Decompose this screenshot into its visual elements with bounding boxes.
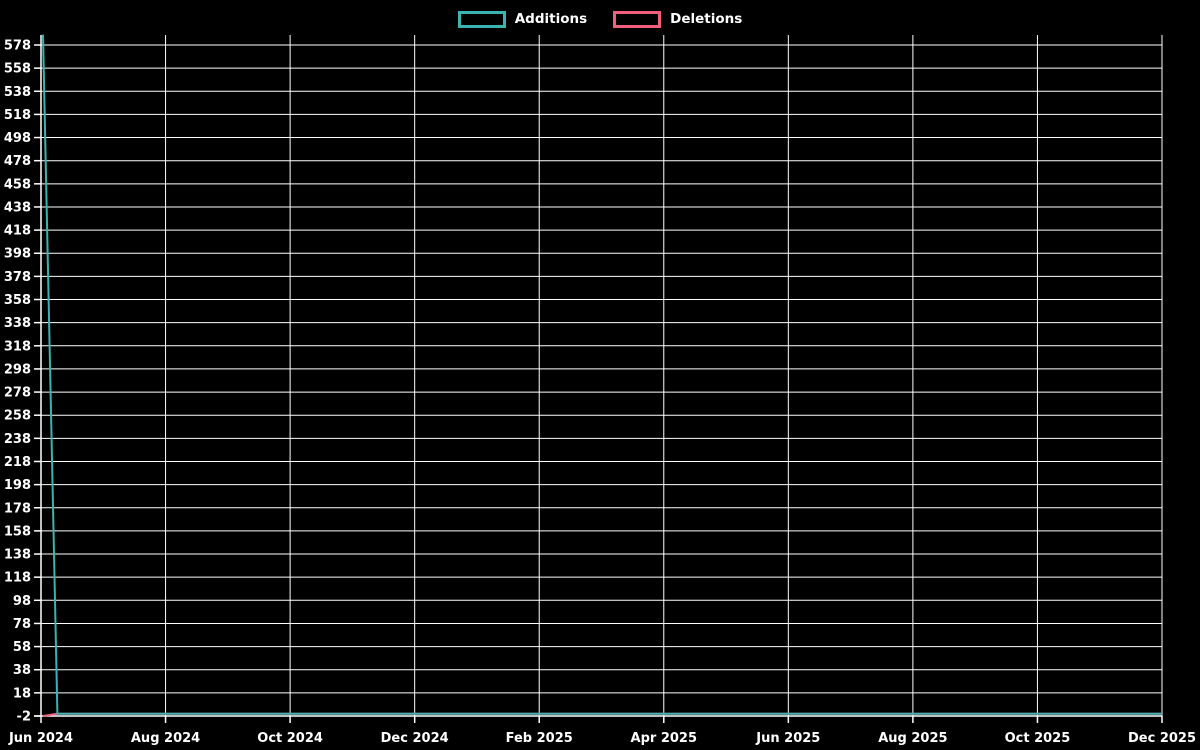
y-axis-label: 138	[4, 548, 31, 563]
x-axis-label: Jun 2024	[8, 731, 73, 746]
y-axis-label: 518	[4, 108, 31, 123]
y-axis-label: 538	[4, 85, 31, 100]
y-axis-label: 258	[4, 409, 31, 424]
legend-item-deletions[interactable]: Deletions	[613, 10, 743, 28]
y-axis-label: 198	[4, 478, 31, 493]
x-axis-label: Feb 2025	[506, 731, 573, 746]
y-axis-label: 158	[4, 524, 31, 539]
legend-item-additions[interactable]: Additions	[457, 10, 588, 28]
chart-legend: Additions Deletions	[0, 6, 1200, 32]
x-axis-label: Dec 2025	[1128, 731, 1196, 746]
y-axis-label: 438	[4, 200, 31, 215]
y-axis-label: 458	[4, 177, 31, 192]
y-axis-label: 298	[4, 362, 31, 377]
x-axis-label: Apr 2025	[631, 731, 698, 746]
y-axis-label: 278	[4, 386, 31, 401]
y-axis-label: 338	[4, 316, 31, 331]
deletions-swatch-icon	[613, 10, 662, 28]
x-axis-label: Dec 2024	[381, 731, 449, 746]
x-axis-label: Oct 2025	[1005, 731, 1071, 746]
y-axis-label: 358	[4, 293, 31, 308]
y-axis-label: 498	[4, 131, 31, 146]
y-axis-label: 478	[4, 154, 31, 169]
y-axis-label: 98	[13, 594, 31, 609]
x-axis-label: Aug 2025	[878, 731, 947, 746]
y-axis-label: 578	[4, 39, 31, 54]
y-axis-label: 118	[4, 571, 31, 586]
y-axis-label: 398	[4, 247, 31, 262]
y-axis-label: -2	[17, 710, 31, 725]
y-axis-label: 78	[13, 617, 31, 632]
x-axis-label: Jun 2025	[755, 731, 820, 746]
y-axis-label: 238	[4, 432, 31, 447]
y-axis-label: 38	[13, 663, 31, 678]
legend-label-additions: Additions	[514, 11, 588, 27]
additions-series-line	[42, 34, 1162, 715]
y-axis-label: 558	[4, 62, 31, 77]
x-axis-label: Oct 2024	[257, 731, 323, 746]
y-axis-label: 418	[4, 224, 31, 239]
y-axis-label: 378	[4, 270, 31, 285]
y-axis-label: 18	[13, 686, 31, 701]
y-axis-label: 218	[4, 455, 31, 470]
y-axis-label: 318	[4, 339, 31, 354]
y-axis-label: 178	[4, 501, 31, 516]
y-axis-label: 58	[13, 640, 31, 655]
legend-label-deletions: Deletions	[670, 11, 743, 27]
additions-swatch-icon	[457, 10, 506, 28]
x-axis-label: Aug 2024	[131, 731, 200, 746]
